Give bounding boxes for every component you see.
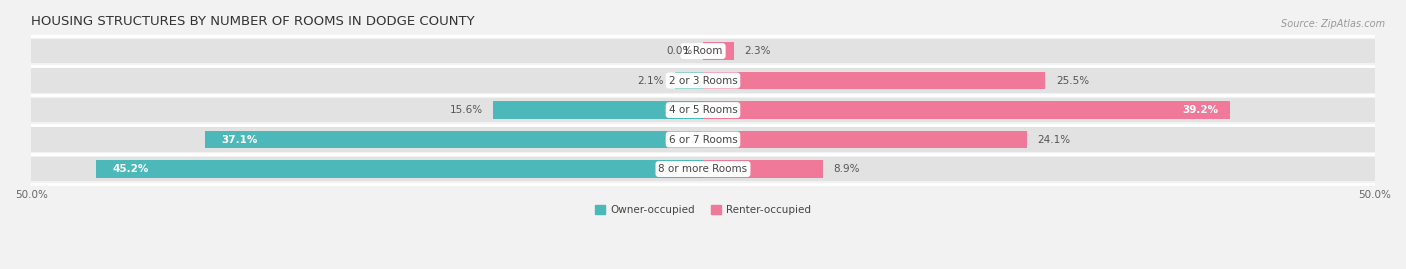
Bar bbox=[703, 128, 1375, 152]
Bar bbox=[31, 98, 703, 122]
Bar bbox=[703, 43, 734, 60]
Bar bbox=[31, 128, 703, 152]
Bar bbox=[675, 72, 703, 89]
Text: 2 or 3 Rooms: 2 or 3 Rooms bbox=[669, 76, 737, 86]
Bar bbox=[703, 72, 1046, 89]
Bar bbox=[703, 68, 1375, 93]
Text: Source: ZipAtlas.com: Source: ZipAtlas.com bbox=[1281, 19, 1385, 29]
Bar bbox=[205, 131, 703, 148]
Text: 39.2%: 39.2% bbox=[1182, 105, 1219, 115]
Text: 45.2%: 45.2% bbox=[112, 164, 149, 174]
Bar bbox=[703, 157, 1375, 181]
Legend: Owner-occupied, Renter-occupied: Owner-occupied, Renter-occupied bbox=[595, 205, 811, 215]
Text: 2.3%: 2.3% bbox=[745, 46, 770, 56]
Text: 37.1%: 37.1% bbox=[221, 134, 257, 144]
Text: 1 Room: 1 Room bbox=[683, 46, 723, 56]
Bar bbox=[31, 68, 703, 93]
Text: 2.1%: 2.1% bbox=[637, 76, 664, 86]
Text: 4 or 5 Rooms: 4 or 5 Rooms bbox=[669, 105, 737, 115]
Text: HOUSING STRUCTURES BY NUMBER OF ROOMS IN DODGE COUNTY: HOUSING STRUCTURES BY NUMBER OF ROOMS IN… bbox=[31, 15, 475, 28]
Text: 6 or 7 Rooms: 6 or 7 Rooms bbox=[669, 134, 737, 144]
Text: 8.9%: 8.9% bbox=[834, 164, 860, 174]
Bar bbox=[703, 131, 1026, 148]
Text: 24.1%: 24.1% bbox=[1038, 134, 1070, 144]
Text: 0.0%: 0.0% bbox=[666, 46, 692, 56]
Bar bbox=[703, 98, 1375, 122]
Bar bbox=[31, 39, 703, 63]
Bar bbox=[703, 161, 823, 178]
Bar bbox=[703, 101, 1229, 119]
Bar bbox=[703, 39, 1375, 63]
Text: 25.5%: 25.5% bbox=[1056, 76, 1090, 86]
Text: 8 or more Rooms: 8 or more Rooms bbox=[658, 164, 748, 174]
Bar bbox=[96, 161, 703, 178]
Bar bbox=[494, 101, 703, 119]
Text: 15.6%: 15.6% bbox=[450, 105, 482, 115]
Bar bbox=[31, 157, 703, 181]
